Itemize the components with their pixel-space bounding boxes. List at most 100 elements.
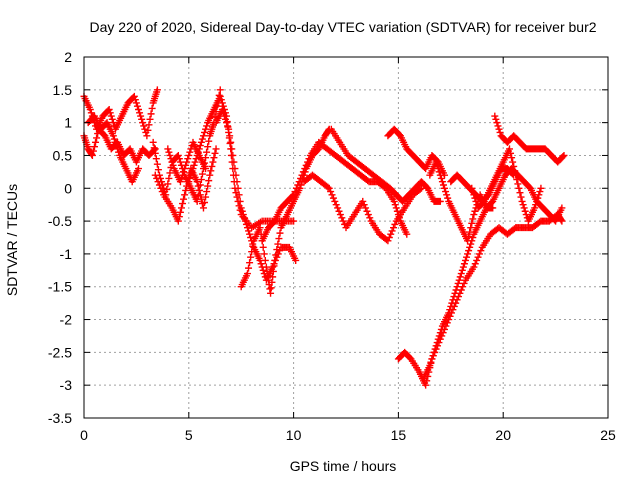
series-track-15 (420, 204, 497, 383)
data-point (105, 106, 113, 114)
data-point (299, 168, 307, 176)
data-point (169, 161, 177, 169)
data-point (144, 126, 152, 134)
data-point (471, 207, 479, 215)
data-point (138, 115, 146, 123)
data-point (339, 217, 347, 225)
data-point (257, 260, 265, 268)
y-tick-label: -3 (60, 377, 73, 393)
data-point (385, 234, 393, 241)
data-point (328, 191, 336, 199)
data-point (87, 109, 95, 117)
data-point (179, 200, 187, 208)
data-point (360, 201, 368, 209)
data-point (493, 119, 501, 127)
data-point (163, 185, 171, 193)
data-point (92, 138, 100, 146)
data-point (227, 138, 235, 146)
data-point (112, 142, 120, 150)
data-point (188, 168, 196, 176)
data-point (151, 171, 159, 179)
data-point (224, 122, 232, 130)
data-point (175, 155, 183, 163)
data-point (392, 204, 400, 212)
data-point (474, 253, 482, 261)
data-point (510, 171, 518, 179)
data-point (186, 148, 194, 156)
data-point (366, 214, 374, 222)
data-point (193, 197, 201, 205)
data-point (249, 242, 257, 250)
data-point (467, 224, 475, 232)
data-point (495, 125, 503, 133)
data-point (195, 145, 203, 153)
data-point (441, 184, 449, 192)
data-point (203, 148, 211, 156)
data-point (256, 224, 264, 232)
data-point (531, 204, 539, 212)
data-point (201, 128, 209, 136)
data-point (203, 122, 211, 130)
data-point (189, 165, 197, 173)
data-point (226, 132, 234, 140)
data-point (260, 250, 268, 258)
data-point (130, 92, 138, 100)
x-tick-label: 20 (495, 427, 511, 443)
data-point (521, 207, 529, 215)
data-point (223, 119, 231, 127)
data-point (272, 251, 280, 259)
data-point (137, 112, 145, 120)
data-point (245, 264, 253, 272)
data-point (363, 207, 371, 215)
data-point (158, 188, 166, 196)
data-point (519, 201, 527, 209)
x-tick-label: 15 (391, 427, 407, 443)
data-point (437, 174, 445, 182)
data-point (89, 147, 97, 155)
y-tick-label: 1.5 (53, 82, 73, 98)
data-point (450, 293, 458, 301)
data-point (289, 192, 297, 200)
data-point (219, 109, 227, 117)
y-tick-label: -1.5 (48, 279, 72, 295)
data-point (436, 171, 444, 179)
data-point (204, 182, 212, 190)
data-point (240, 214, 248, 222)
data-point (387, 230, 395, 238)
data-point (219, 102, 227, 110)
data-point (198, 170, 206, 178)
axis-tick-labels: 0 5 10 15 20 25 -3.5 -3 -2.5 -2 -1.5 -1 -0.5 0 0.5 1 1.5… (48, 49, 616, 443)
y-tick-label: 0.5 (53, 147, 73, 163)
data-point (428, 355, 436, 363)
data-point (205, 137, 213, 145)
data-point (218, 106, 226, 114)
data-point (152, 155, 160, 163)
data-point (338, 214, 346, 222)
data-point (291, 188, 299, 196)
data-point (231, 165, 239, 173)
data-point (153, 86, 161, 94)
data-point (274, 240, 282, 248)
data-point (261, 256, 269, 264)
data-point (192, 155, 200, 163)
data-point (106, 109, 114, 117)
data-point (93, 134, 101, 142)
data-point (460, 279, 468, 287)
data-point (90, 143, 98, 151)
data-point (185, 151, 193, 159)
data-point (176, 208, 184, 216)
data-point (439, 181, 447, 189)
data-point (536, 188, 544, 196)
data-point (276, 229, 284, 237)
data-point (196, 191, 204, 199)
data-point (151, 149, 159, 157)
data-point (560, 151, 568, 159)
data-point (201, 198, 209, 206)
data-point (229, 151, 237, 159)
data-point (88, 151, 96, 159)
data-point (455, 276, 463, 284)
data-point (472, 197, 480, 205)
data-point (514, 180, 522, 188)
data-point (432, 158, 440, 166)
